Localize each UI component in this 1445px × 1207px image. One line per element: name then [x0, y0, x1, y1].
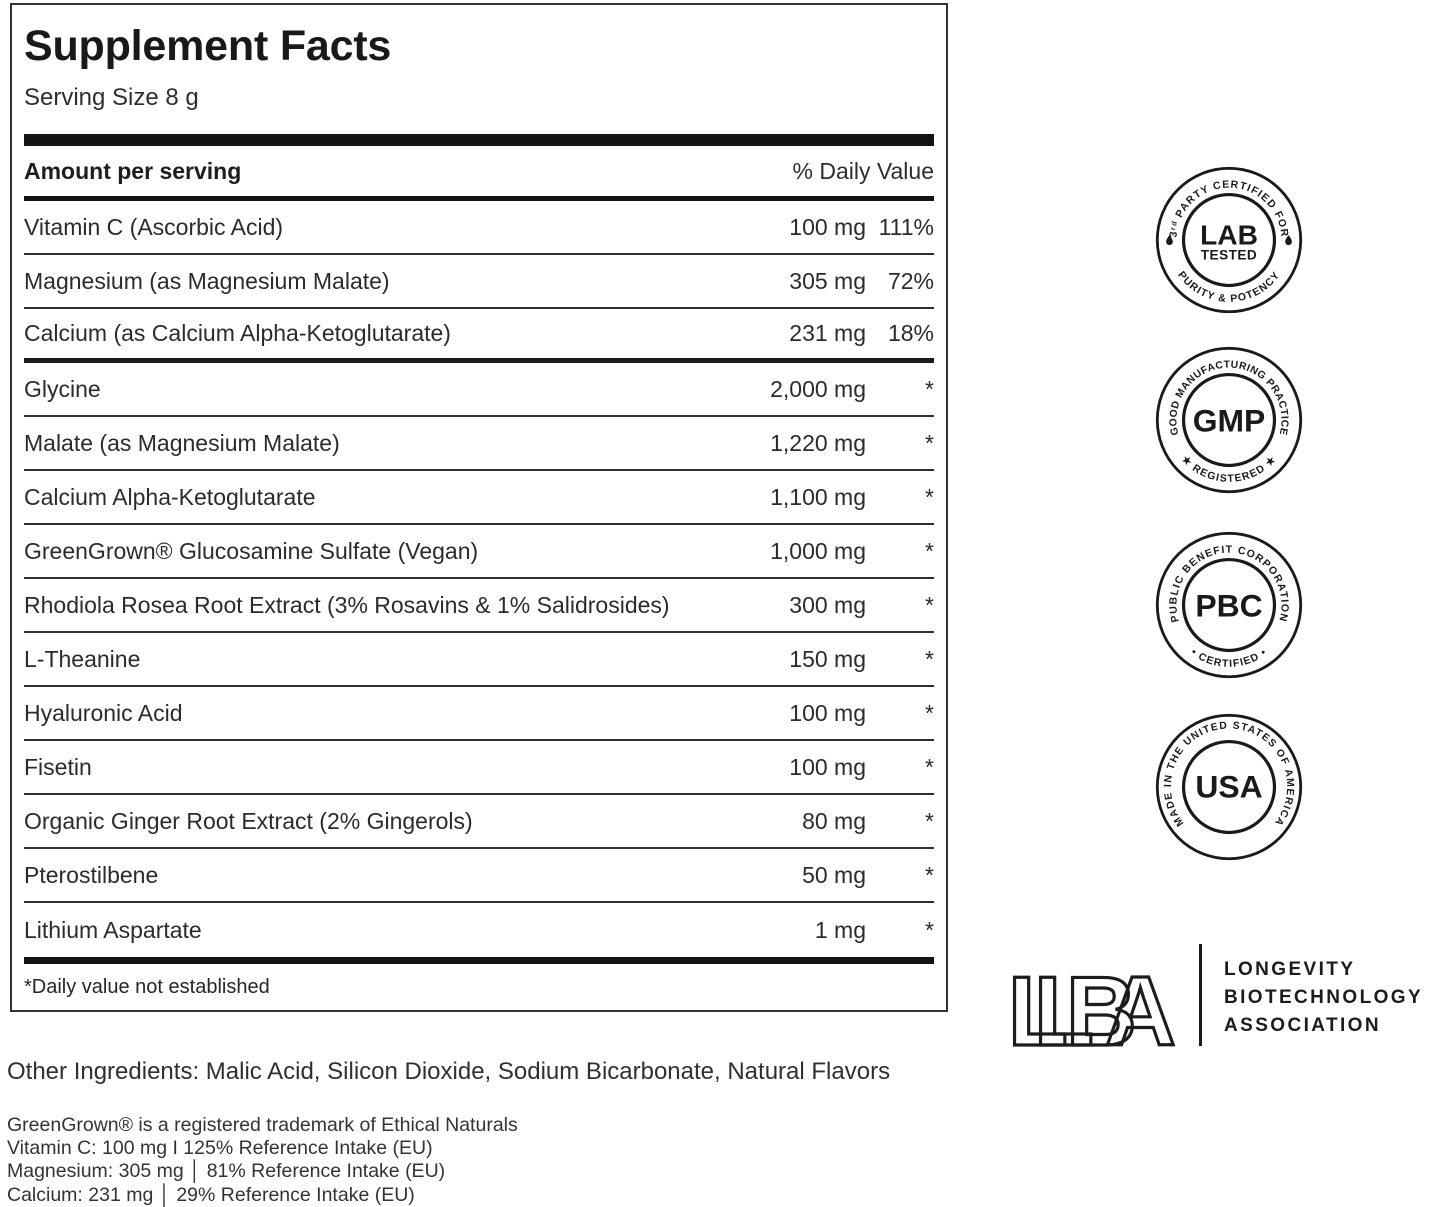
ingredient-daily-value: *: [925, 645, 934, 672]
svg-text:B: B: [1066, 956, 1137, 1054]
ingredient-amount: 100 mg: [789, 753, 866, 780]
ingredient-amount: 1 mg: [814, 916, 866, 943]
ingredient-name: Magnesium (as Magnesium Malate): [24, 267, 390, 294]
lba-wordmark-line: BIOTECHNOLOGY: [1224, 987, 1424, 1008]
ingredient-amount: 231 mg: [789, 320, 866, 346]
table-row: Pterostilbene 50 mg *: [24, 849, 934, 903]
gmp-badge: GOOD MANUFACTURING PRACTICE ★ REGISTERED…: [1155, 346, 1303, 494]
ingredient-amount: 1,220 mg: [770, 429, 866, 456]
serving-size: Serving Size 8 g: [24, 84, 199, 111]
ingredient-name: Organic Ginger Root Extract (2% Gingerol…: [24, 807, 473, 834]
footnote-line: Vitamin C: 100 mg I 125% Reference Intak…: [7, 1137, 433, 1160]
droplet-icon: [1166, 235, 1173, 246]
ingredient-daily-value: *: [925, 699, 934, 726]
table-row: Fisetin 100 mg *: [24, 741, 934, 795]
lba-wordmark-line: LONGEVITY: [1224, 959, 1356, 980]
ingredient-rows: Vitamin C (Ascorbic Acid) 100 mg 111% Ma…: [24, 201, 934, 957]
header-row: Amount per serving % Daily Value: [24, 146, 934, 196]
table-row: Vitamin C (Ascorbic Acid) 100 mg 111%: [24, 201, 934, 255]
svg-text:LAB: LAB: [1200, 220, 1258, 251]
thick-divider-top: [24, 134, 934, 146]
ingredient-name: Calcium Alpha-Ketoglutarate: [24, 483, 316, 510]
other-ingredients-text: Other Ingredients: Malic Acid, Silicon D…: [7, 1058, 891, 1085]
daily-value-footnote: *Daily value not established: [24, 975, 270, 998]
svg-text:L: L: [1034, 956, 1094, 1054]
ingredient-name: Vitamin C (Ascorbic Acid): [24, 213, 284, 240]
svg-text:★ REGISTERED ★: ★ REGISTERED ★: [1179, 453, 1279, 485]
header-divider: [24, 196, 934, 201]
table-row: Organic Ginger Root Extract (2% Gingerol…: [24, 795, 934, 849]
table-row: Calcium Alpha-Ketoglutarate 1,100 mg *: [24, 471, 934, 525]
table-row: Lithium Aspartate 1 mg *: [24, 903, 934, 957]
supplement-facts-panel: Supplement Facts Serving Size 8 g Amount…: [10, 3, 948, 1012]
ingredient-daily-value: *: [925, 591, 934, 618]
lba-logo: L L B A: [1008, 954, 1177, 1054]
table-row: Glycine 2,000 mg *: [24, 363, 934, 417]
ingredient-name: Calcium (as Calcium Alpha-Ketoglutarate): [24, 320, 451, 346]
pbc-badge: PUBLIC BENEFIT CORPORATION • CERTIFIED •…: [1155, 531, 1303, 679]
table-row: Hyaluronic Acid 100 mg *: [24, 687, 934, 741]
droplet-icon: [1285, 235, 1292, 246]
ingredient-amount: 300 mg: [789, 591, 866, 618]
ingredient-amount: 80 mg: [802, 807, 866, 834]
ingredient-daily-value: *: [925, 753, 934, 780]
table-row: Rhodiola Rosea Root Extract (3% Rosavins…: [24, 579, 934, 633]
lab-tested-badge: 3ʳᵈ PARTY CERTIFIED FOR PURITY & POTENCY…: [1155, 166, 1303, 314]
table-row: Calcium (as Calcium Alpha-Ketoglutarate)…: [24, 309, 934, 363]
ingredient-daily-value: 18%: [887, 320, 934, 346]
ingredient-name: Pterostilbene: [24, 861, 159, 888]
ingredient-daily-value: *: [925, 807, 934, 834]
svg-text:L: L: [1008, 956, 1068, 1054]
svg-text:PBC: PBC: [1195, 587, 1262, 623]
svg-text:GMP: GMP: [1193, 402, 1266, 438]
ingredient-name: Hyaluronic Acid: [24, 699, 183, 726]
svg-text:TESTED: TESTED: [1201, 248, 1257, 263]
ingredient-name: Malate (as Magnesium Malate): [24, 429, 340, 456]
ingredient-amount: 100 mg: [789, 213, 866, 240]
ingredient-daily-value: 72%: [887, 267, 934, 294]
ingredient-amount: 1,000 mg: [770, 537, 866, 564]
ingredient-amount: 100 mg: [789, 699, 866, 726]
ingredient-name: L-Theanine: [24, 645, 141, 672]
ingredient-amount: 2,000 mg: [770, 375, 866, 402]
ingredient-amount: 150 mg: [789, 645, 866, 672]
ingredient-daily-value: *: [925, 375, 934, 402]
footnote-line: GreenGrown® is a registered trademark of…: [7, 1114, 518, 1136]
ingredient-amount: 305 mg: [789, 267, 866, 294]
thick-divider-bottom: [24, 957, 934, 964]
table-row: Malate (as Magnesium Malate) 1,220 mg *: [24, 417, 934, 471]
amount-per-serving-label: Amount per serving: [24, 157, 242, 184]
lba-wordmark-line: ASSOCIATION: [1224, 1015, 1381, 1036]
ingredient-daily-value: *: [925, 537, 934, 564]
ingredient-daily-value: *: [925, 429, 934, 456]
ingredient-name: Rhodiola Rosea Root Extract (3% Rosavins…: [24, 591, 670, 618]
ingredient-name: Fisetin: [24, 753, 92, 780]
ingredient-name: Lithium Aspartate: [24, 916, 202, 943]
lba-divider: [1199, 944, 1202, 1046]
ingredient-daily-value: *: [925, 916, 934, 943]
ingredient-daily-value: *: [925, 861, 934, 888]
table-row: L-Theanine 150 mg *: [24, 633, 934, 687]
svg-text:A: A: [1105, 956, 1176, 1054]
ingredient-name: GreenGrown® Glucosamine Sulfate (Vegan): [24, 537, 479, 564]
ingredient-amount: 1,100 mg: [770, 483, 866, 510]
ingredient-amount: 50 mg: [802, 861, 866, 888]
footnote-line: Magnesium: 305 mg │ 81% Reference Intake…: [7, 1160, 446, 1183]
reference-footnotes: GreenGrown® is a registered trademark of…: [7, 1114, 518, 1207]
ingredient-daily-value: 111%: [878, 213, 934, 240]
table-row: Magnesium (as Magnesium Malate) 305 mg 7…: [24, 255, 934, 309]
ingredient-daily-value: *: [925, 483, 934, 510]
svg-text:USA: USA: [1195, 768, 1262, 804]
table-row: GreenGrown® Glucosamine Sulfate (Vegan) …: [24, 525, 934, 579]
daily-value-label: % Daily Value: [792, 157, 934, 184]
panel-title: Supplement Facts: [24, 22, 392, 70]
ingredient-name: Glycine: [24, 375, 101, 402]
lba-wordmark: LONGEVITY BIOTECHNOLOGY ASSOCIATION: [1224, 956, 1423, 1040]
footnote-line: Calcium: 231 mg │ 29% Reference Intake (…: [7, 1183, 415, 1206]
usa-badge: MADE IN THE UNITED STATES OF AMERICA USA: [1155, 713, 1303, 861]
